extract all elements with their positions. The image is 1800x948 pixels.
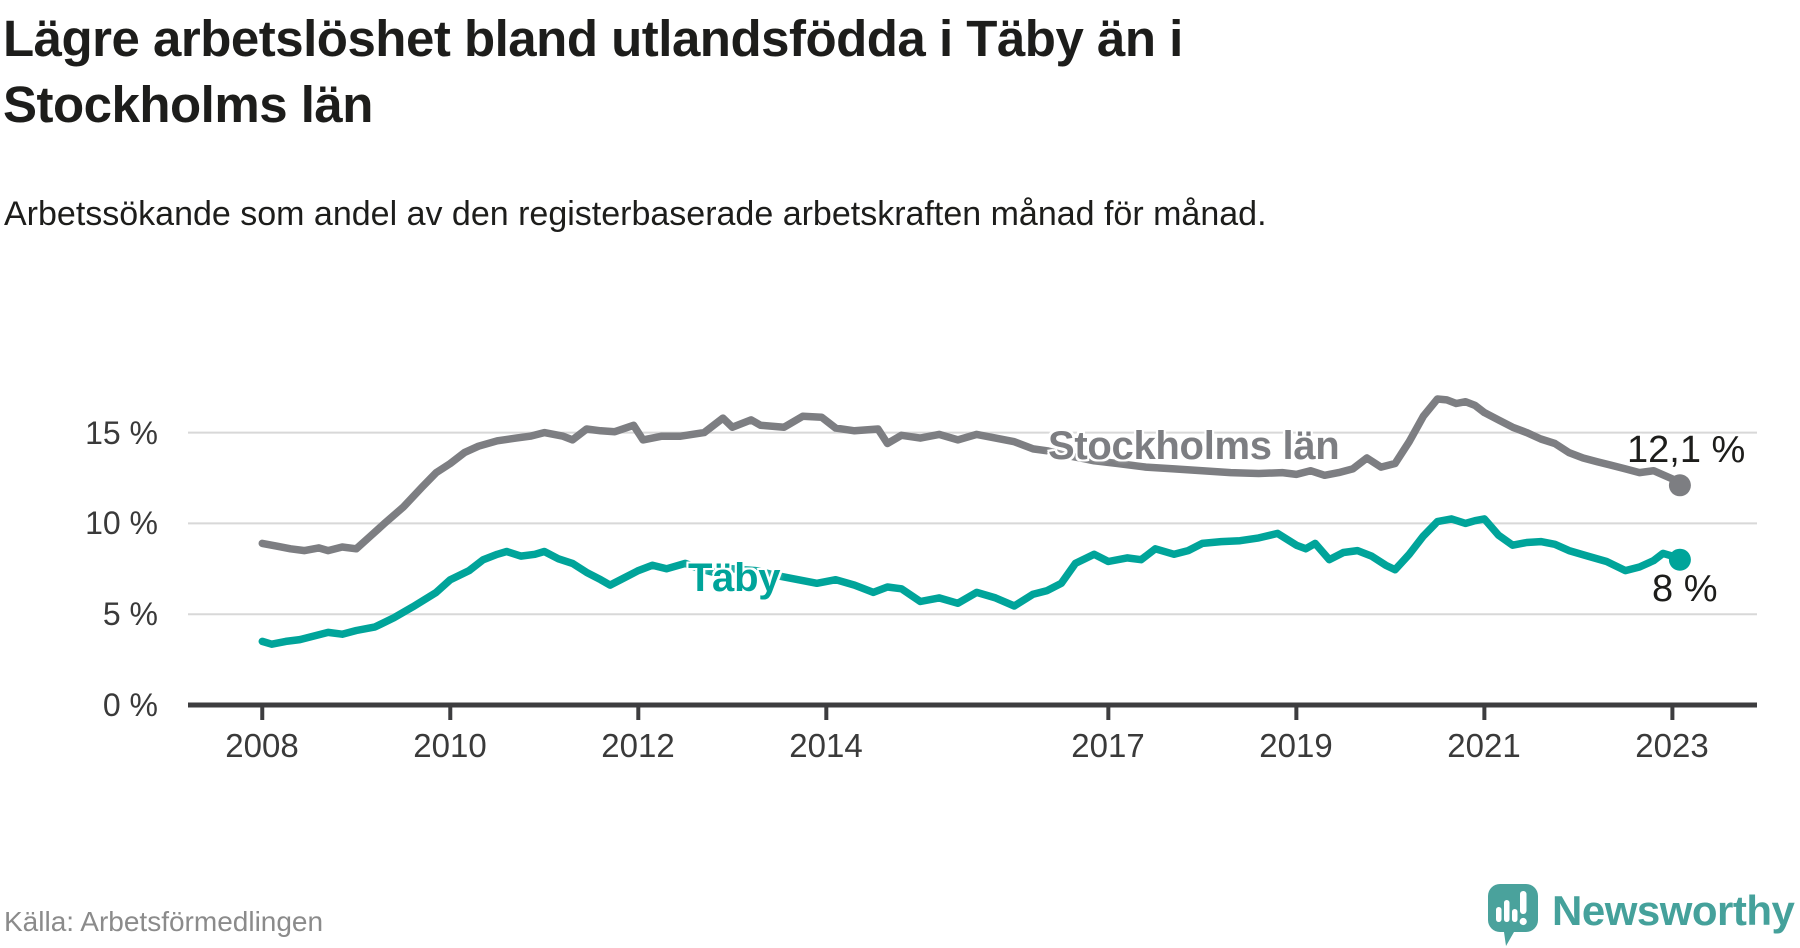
x-axis-tick-label-2012: 2012 (601, 727, 675, 764)
y-axis-tick-label-0: 0 % (102, 687, 158, 723)
x-axis-tick-label-2021: 2021 (1447, 727, 1521, 764)
series-end-dot-1 (1668, 548, 1691, 571)
x-axis-tick-label-2023: 2023 (1635, 727, 1709, 764)
source-credit: Källa: Arbetsförmedlingen (4, 906, 324, 937)
x-axis-tick-label-2008: 2008 (225, 727, 299, 764)
end-value-label-taby: 8 % (1652, 568, 1718, 610)
chart-subtitle: Arbetssökande som andel av den registerb… (4, 195, 1267, 233)
x-axis-tick-label-2017: 2017 (1071, 727, 1145, 764)
x-axis-tick-label-2010: 2010 (413, 727, 487, 764)
series-line-1 (258, 515, 1684, 648)
series-label-stockholms-lan: Stockholms län (1048, 424, 1340, 468)
chart-title: Lägre arbetslöshet bland utlandsfödda i … (3, 10, 1183, 133)
y-axis-tick-label-5: 5 % (102, 596, 158, 632)
x-axis-tick-label-2019: 2019 (1259, 727, 1333, 764)
series-end-dot-0 (1668, 474, 1691, 497)
series-line-0 (258, 395, 1684, 555)
end-value-label-stockholms-lan: 12,1 % (1627, 429, 1746, 471)
newsworthy-logo-text: Newsworthy (1552, 887, 1795, 934)
y-axis-tick-label-15: 15 % (85, 415, 158, 451)
newsworthy-logo-icon (1488, 884, 1538, 946)
y-axis-tick-label-10: 10 % (85, 505, 158, 541)
x-axis-tick-label-2014: 2014 (789, 727, 863, 764)
newsworthy-logo: Newsworthy (1488, 884, 1795, 946)
series-label-taby: Täby (688, 556, 781, 600)
